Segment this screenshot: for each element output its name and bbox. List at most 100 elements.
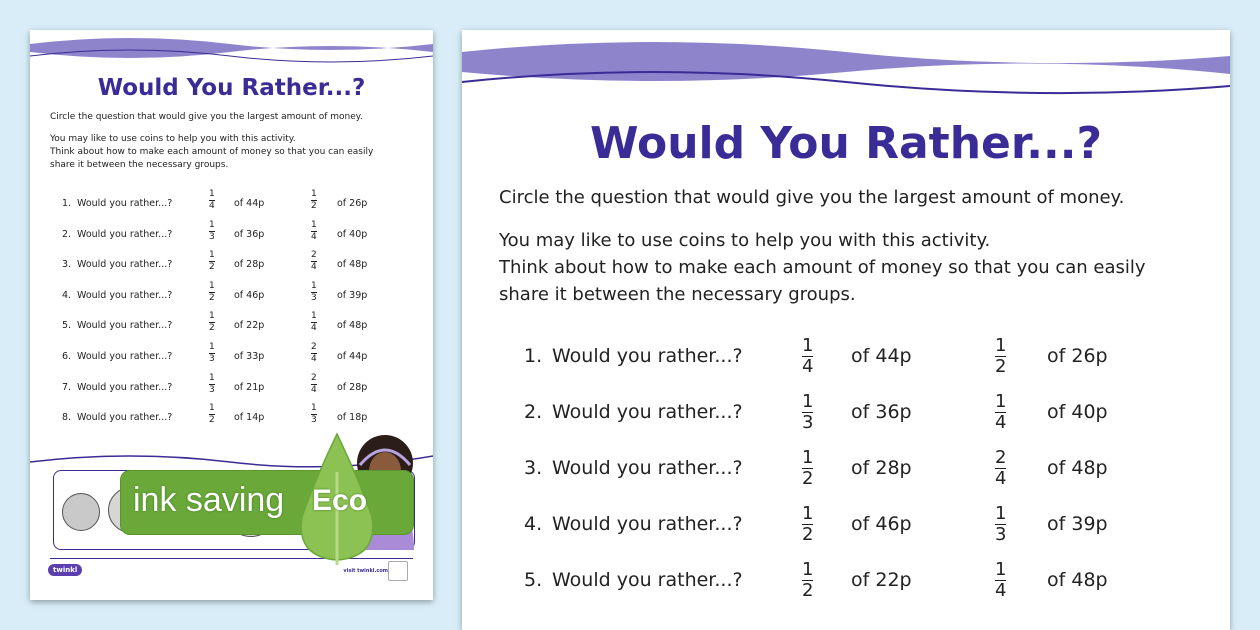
denominator: 2 <box>209 262 215 273</box>
question-row[interactable]: 2. Would you rather...? 1 3 of 36p 1 4 of 40… <box>462 393 1230 457</box>
option-b-amount[interactable]: of 48p <box>337 259 368 271</box>
denominator: 3 <box>209 354 215 364</box>
option-b-amount[interactable]: of 39p <box>1047 513 1108 535</box>
tip-line: share it between the necessary groups. <box>50 160 229 170</box>
question-row[interactable]: 4. Would you rather...? 1 2 of 46p 1 3 of 39… <box>462 505 1230 569</box>
denominator: 4 <box>311 354 317 364</box>
option-b-amount[interactable]: of 48p <box>1047 457 1108 479</box>
numerator: 1 <box>995 503 1007 524</box>
option-a-amount[interactable]: of 44p <box>234 198 265 209</box>
question-row[interactable]: 6. Would you rather...? 1 3 of 33p 2 4 of 44… <box>30 343 433 382</box>
numerator: 1 <box>209 219 215 230</box>
question-row[interactable]: 4. Would you rather...? 1 2 of 46p 1 3 of 39… <box>30 281 433 321</box>
option-a-amount[interactable]: of 28p <box>234 259 265 271</box>
denominator: 2 <box>802 468 814 489</box>
question-text: Would you rather...? <box>77 351 173 362</box>
denominator: 3 <box>209 231 215 242</box>
question-number: 1. <box>524 345 543 367</box>
option-a-amount[interactable]: of 33p <box>234 351 265 362</box>
denominator: 3 <box>311 292 317 303</box>
question-number: 1. <box>62 198 72 209</box>
eco-label: Eco <box>312 484 368 517</box>
question-row[interactable]: 3. Would you rather...? 1 2 of 28p 2 4 of 48… <box>30 251 433 290</box>
numerator: 1 <box>995 559 1007 580</box>
option-b-amount[interactable]: of 40p <box>1047 401 1108 423</box>
option-b-amount[interactable]: of 44p <box>337 351 368 362</box>
numerator: 1 <box>209 280 215 291</box>
denominator: 2 <box>995 356 1007 377</box>
question-row[interactable]: 2. Would you rather...? 1 3 of 36p 1 4 of 40… <box>30 220 433 260</box>
question-row[interactable]: 7. Would you rather...? 1 3 of 21p 2 4 of 28… <box>30 373 433 413</box>
question-number: 3. <box>62 259 72 271</box>
header-wave <box>30 38 433 63</box>
worksheet-title: Would You Rather...? <box>590 118 1102 169</box>
question-row[interactable]: 1. Would you rather...? 1 4 of 44p 1 2 of 26… <box>462 337 1230 401</box>
denominator: 3 <box>209 384 215 395</box>
numerator: 2 <box>311 372 317 383</box>
question-number: 5. <box>62 320 72 332</box>
question-row[interactable]: 8. Would you rather...? 1 2 of 14p 1 3 of 18… <box>30 404 433 443</box>
option-a-amount[interactable]: of 46p <box>851 513 912 535</box>
tip-line: Think about how to make each amount of m… <box>50 147 374 157</box>
question-text: Would you rather...? <box>77 198 173 209</box>
option-b-amount[interactable]: of 18p <box>337 412 368 424</box>
numerator: 1 <box>802 335 814 356</box>
option-a-amount[interactable]: of 46p <box>234 289 265 301</box>
worksheet-preview-large: Would You Rather...? Circle the question… <box>462 30 1230 630</box>
question-number: 3. <box>524 457 543 479</box>
footer-divider <box>50 558 413 559</box>
option-b-amount[interactable]: of 26p <box>337 198 368 209</box>
question-number: 4. <box>524 513 543 535</box>
option-a-amount[interactable]: of 22p <box>234 320 265 332</box>
numerator: 1 <box>209 189 215 199</box>
numerator: 2 <box>995 447 1007 468</box>
option-a-amount[interactable]: of 21p <box>234 381 265 393</box>
question-row[interactable]: 1. Would you rather...? 1 4 of 44p 1 2 of 26… <box>30 190 433 229</box>
numerator: 1 <box>209 342 215 352</box>
question-text: Would you rather...? <box>552 513 743 535</box>
option-b-amount[interactable]: of 26p <box>1047 345 1108 367</box>
numerator: 1 <box>802 503 814 524</box>
denominator: 4 <box>311 231 317 242</box>
question-text: Would you rather...? <box>77 381 173 393</box>
question-row[interactable]: 5. Would you rather...? 1 2 of 22p 1 4 of 48… <box>462 561 1230 625</box>
numerator: 1 <box>311 403 317 414</box>
option-a-amount[interactable]: of 14p <box>234 412 265 424</box>
question-text: Would you rather...? <box>552 457 743 479</box>
option-b-amount[interactable]: of 40p <box>337 228 368 240</box>
option-b-amount[interactable]: of 48p <box>1047 569 1108 591</box>
denominator: 4 <box>995 580 1007 601</box>
denominator: 4 <box>311 323 317 334</box>
option-b-amount[interactable]: of 48p <box>337 320 368 332</box>
instruction: Circle the question that would give you … <box>499 187 1125 208</box>
denominator: 4 <box>311 262 317 273</box>
option-a-amount[interactable]: of 22p <box>851 569 912 591</box>
option-a-amount[interactable]: of 44p <box>851 345 912 367</box>
option-a-amount[interactable]: of 28p <box>851 457 912 479</box>
question-number: 8. <box>62 412 72 424</box>
quality-badge-icon <box>388 561 408 581</box>
question-row[interactable]: 5. Would you rather...? 1 2 of 22p 1 4 of 48… <box>30 312 433 351</box>
option-a-amount[interactable]: of 36p <box>851 401 912 423</box>
question-row[interactable]: 3. Would you rather...? 1 2 of 28p 2 4 of 48… <box>462 449 1230 513</box>
question-text: Would you rather...? <box>77 228 173 240</box>
option-a-amount[interactable]: of 36p <box>234 228 265 240</box>
option-b-amount[interactable]: of 39p <box>337 289 368 301</box>
option-b-amount[interactable]: of 28p <box>337 381 368 393</box>
question-number: 7. <box>62 381 72 393</box>
denominator: 3 <box>802 412 814 433</box>
